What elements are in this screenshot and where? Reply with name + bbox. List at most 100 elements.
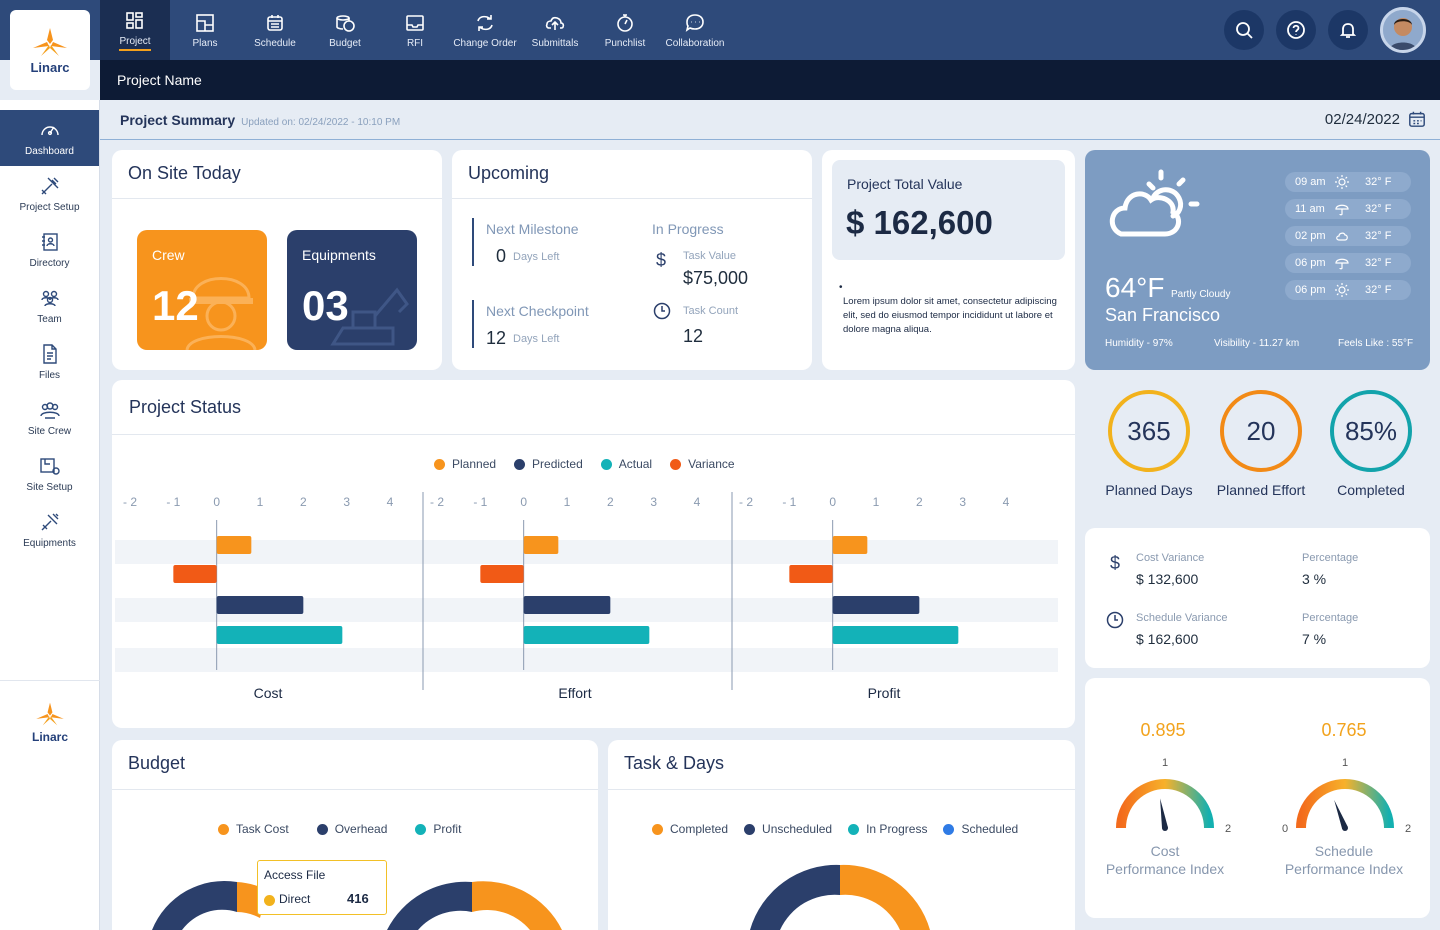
nav-label: Punchlist bbox=[604, 37, 646, 49]
legend-item: In Progress bbox=[848, 822, 927, 836]
next-checkpoint-label: Next Checkpoint bbox=[486, 303, 589, 319]
forecast-temp: 32° F bbox=[1365, 230, 1392, 242]
task-value: $75,000 bbox=[683, 268, 749, 288]
visibility: Visibility - 11.27 km bbox=[1214, 338, 1300, 349]
card-divider bbox=[112, 789, 598, 790]
x-tick-label: 4 bbox=[387, 495, 394, 509]
equipments-tile[interactable]: Equipments 03 bbox=[287, 230, 417, 350]
nav-change-order[interactable]: Change Order bbox=[450, 0, 520, 60]
legend-label: Profit bbox=[433, 822, 462, 836]
project-total-value-card: Project Total Value $ 162,600 • Lorem ip… bbox=[822, 150, 1075, 370]
nav-project[interactable]: Project bbox=[100, 0, 170, 60]
forecast-time: 02 pm bbox=[1295, 230, 1326, 242]
bell-icon bbox=[1339, 23, 1357, 38]
legend-swatch bbox=[514, 458, 526, 470]
gauge-max-label: 2 bbox=[1405, 823, 1411, 835]
cloud-upload-icon bbox=[544, 12, 566, 34]
legend-swatch bbox=[218, 823, 229, 835]
card-divider bbox=[112, 198, 442, 199]
bar-actual bbox=[216, 626, 343, 644]
user-avatar-icon bbox=[1383, 10, 1423, 50]
search-button[interactable] bbox=[1224, 10, 1264, 50]
legend-label: Task Cost bbox=[236, 822, 289, 836]
note-bullet: • bbox=[839, 282, 843, 293]
linarc-logo[interactable]: Linarc bbox=[10, 10, 90, 90]
updated-timestamp: Updated on: 02/24/2022 - 10:10 PM bbox=[241, 117, 401, 128]
sidebar-item-dashboard[interactable]: Dashboard bbox=[0, 110, 99, 166]
clock-icon bbox=[1106, 611, 1124, 629]
sidebar-item-directory[interactable]: Directory bbox=[0, 222, 99, 278]
plans-icon bbox=[194, 12, 216, 34]
project-bar: Project Name bbox=[100, 60, 1440, 100]
card-title: On Site Today bbox=[128, 163, 241, 183]
legend-item: Scheduled bbox=[943, 822, 1018, 836]
sidebar-item-site-crew[interactable]: Site Crew bbox=[0, 390, 99, 446]
gauge-min-label: 0 bbox=[1282, 823, 1288, 835]
inbox-icon bbox=[404, 12, 426, 34]
total-value-note: Lorem ipsum dolor sit amet, consectetur … bbox=[843, 296, 1057, 335]
help-button[interactable] bbox=[1276, 10, 1316, 50]
card-title: Budget bbox=[128, 753, 186, 773]
user-avatar[interactable] bbox=[1380, 7, 1426, 53]
grid-icon bbox=[124, 10, 146, 32]
sidebar-item-label: Site Setup bbox=[26, 482, 73, 493]
nav-submittals[interactable]: Submittals bbox=[520, 0, 590, 60]
x-tick-label: 3 bbox=[343, 495, 350, 509]
legend-item: Planned bbox=[434, 457, 496, 471]
card-divider bbox=[608, 789, 1075, 790]
forecast-temp: 32° F bbox=[1365, 176, 1392, 188]
date-picker-value[interactable]: 02/24/2022 bbox=[1324, 111, 1400, 128]
x-tick-label: 2 bbox=[300, 495, 307, 509]
nav-punchlist[interactable]: Punchlist bbox=[590, 0, 660, 60]
tools-icon bbox=[41, 177, 58, 195]
sidebar-item-project-setup[interactable]: Project Setup bbox=[0, 166, 99, 222]
gauge-arc bbox=[1116, 779, 1214, 829]
project-name[interactable]: Project Name bbox=[117, 72, 202, 88]
sidebar-item-equipments[interactable]: Equipments bbox=[0, 502, 99, 558]
schedule-variance-value: $ 162,600 bbox=[1136, 631, 1199, 647]
nav-rfi[interactable]: RFI bbox=[380, 0, 450, 60]
task-count-label: Task Count bbox=[683, 305, 739, 317]
forecast-row: 02 pm 32° F bbox=[1285, 226, 1411, 246]
bar-variance bbox=[789, 565, 833, 583]
stat-label: Planned Days bbox=[1105, 482, 1193, 498]
crew-tile[interactable]: Crew 12 bbox=[137, 230, 267, 350]
panel-label: Cost bbox=[254, 685, 283, 701]
card-title: Project Status bbox=[129, 397, 242, 417]
bar-actual bbox=[523, 626, 650, 644]
nav-plans[interactable]: Plans bbox=[170, 0, 240, 60]
notifications-button[interactable] bbox=[1328, 10, 1368, 50]
next-checkpoint-value: 12 bbox=[486, 328, 507, 348]
calendar-icon[interactable] bbox=[1408, 110, 1426, 128]
gauge-needle bbox=[1160, 798, 1168, 829]
nav-label: Submittals bbox=[531, 37, 579, 49]
legend-item: Variance bbox=[670, 457, 735, 471]
tasks-legend: Completed Unscheduled In Progress Schedu… bbox=[652, 822, 1018, 836]
sidebar-logo[interactable]: Linarc bbox=[25, 700, 75, 744]
clock-icon bbox=[653, 302, 671, 320]
panel-label: Effort bbox=[558, 685, 591, 701]
crew-label: Crew bbox=[152, 247, 185, 263]
forecast-time: 09 am bbox=[1295, 176, 1326, 188]
sidebar-item-team[interactable]: Team bbox=[0, 278, 99, 334]
gauge-max-label: 2 bbox=[1225, 823, 1231, 835]
nav-budget[interactable]: Budget bbox=[310, 0, 380, 60]
forecast-row: 09 am 32° F bbox=[1285, 172, 1411, 192]
x-tick-label: 3 bbox=[650, 495, 657, 509]
sidebar-item-files[interactable]: Files bbox=[0, 334, 99, 390]
summary-title-text: Project Summary bbox=[120, 112, 236, 128]
bar-planned bbox=[832, 536, 868, 554]
cost-variance-label: Cost Variance bbox=[1136, 552, 1205, 564]
linarc-logo-icon bbox=[36, 702, 64, 726]
nav-label: Change Order bbox=[453, 37, 517, 49]
legend-swatch bbox=[316, 823, 328, 835]
sidebar-item-site-setup[interactable]: Site Setup bbox=[0, 446, 99, 502]
x-tick-label: 3 bbox=[959, 495, 966, 509]
legend-label: Completed bbox=[670, 822, 729, 836]
card-divider bbox=[452, 198, 812, 199]
main-nav: Project Plans Schedule Budget RFI Change… bbox=[100, 0, 730, 60]
chat-icon bbox=[684, 12, 706, 34]
nav-schedule[interactable]: Schedule bbox=[240, 0, 310, 60]
nav-collaboration[interactable]: Collaboration bbox=[660, 0, 730, 60]
gauge-hub bbox=[1162, 825, 1168, 831]
